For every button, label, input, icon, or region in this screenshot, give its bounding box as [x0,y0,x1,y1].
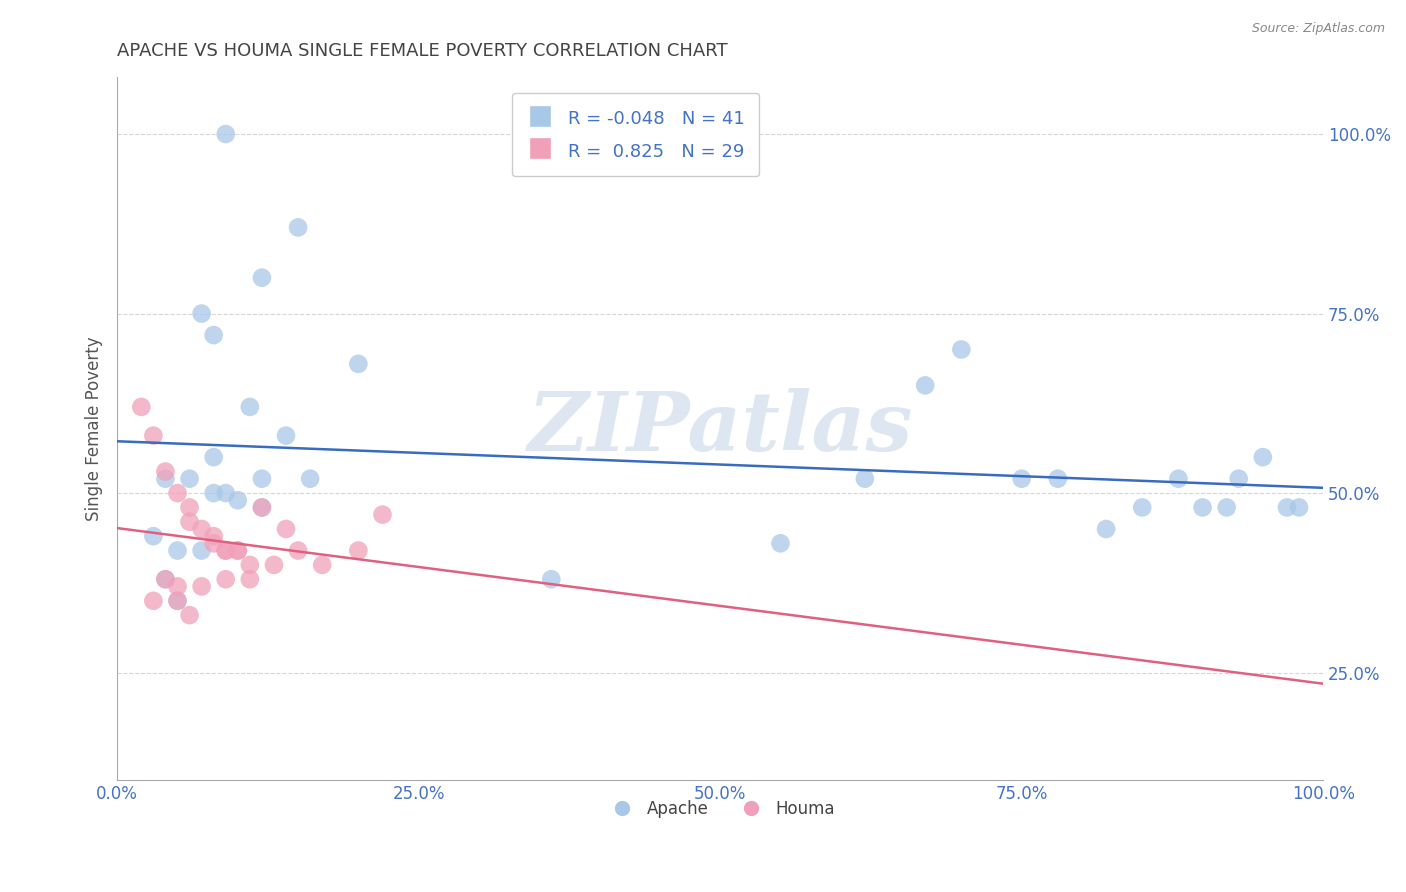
Point [287,220,309,235]
Point [1215,500,1237,515]
Point [1095,522,1118,536]
Y-axis label: Single Female Poverty: Single Female Poverty [86,336,103,521]
Point [179,500,201,515]
Text: Source: ZipAtlas.com: Source: ZipAtlas.com [1251,22,1385,36]
Point [155,572,177,586]
Point [179,472,201,486]
Point [239,558,262,572]
Point [371,508,394,522]
Point [142,594,165,608]
Point [274,428,297,442]
Point [215,127,238,141]
Point [155,472,177,486]
Point [250,472,273,486]
Point [202,536,225,550]
Point [950,343,973,357]
Point [250,270,273,285]
Legend: Apache, Houma: Apache, Houma [599,793,842,825]
Point [299,472,322,486]
Point [190,543,212,558]
Point [853,472,876,486]
Point [166,594,188,608]
Point [263,558,285,572]
Point [202,450,225,465]
Point [202,529,225,543]
Point [166,579,188,593]
Point [226,493,249,508]
Point [166,594,188,608]
Point [1130,500,1153,515]
Point [239,572,262,586]
Point [215,543,238,558]
Point [179,608,201,623]
Point [142,529,165,543]
Point [190,307,212,321]
Point [131,400,153,414]
Point [155,572,177,586]
Point [1046,472,1069,486]
Point [287,543,309,558]
Point [311,558,333,572]
Point [155,465,177,479]
Point [1227,472,1250,486]
Point [215,572,238,586]
Point [226,543,249,558]
Text: APACHE VS HOUMA SINGLE FEMALE POVERTY CORRELATION CHART: APACHE VS HOUMA SINGLE FEMALE POVERTY CO… [117,42,728,60]
Point [166,543,188,558]
Point [1011,472,1033,486]
Point [1288,500,1310,515]
Point [226,543,249,558]
Point [347,357,370,371]
Point [1251,450,1274,465]
Point [239,400,262,414]
Point [190,579,212,593]
Point [769,536,792,550]
Point [215,486,238,500]
Point [166,486,188,500]
Point [179,515,201,529]
Point [202,328,225,343]
Point [1167,472,1189,486]
Text: ZIPatlas: ZIPatlas [527,388,912,468]
Point [250,500,273,515]
Point [914,378,936,392]
Point [1191,500,1213,515]
Point [142,428,165,442]
Point [1275,500,1298,515]
Point [215,543,238,558]
Point [202,486,225,500]
Point [190,522,212,536]
Point [250,500,273,515]
Point [347,543,370,558]
Point [540,572,562,586]
Point [274,522,297,536]
